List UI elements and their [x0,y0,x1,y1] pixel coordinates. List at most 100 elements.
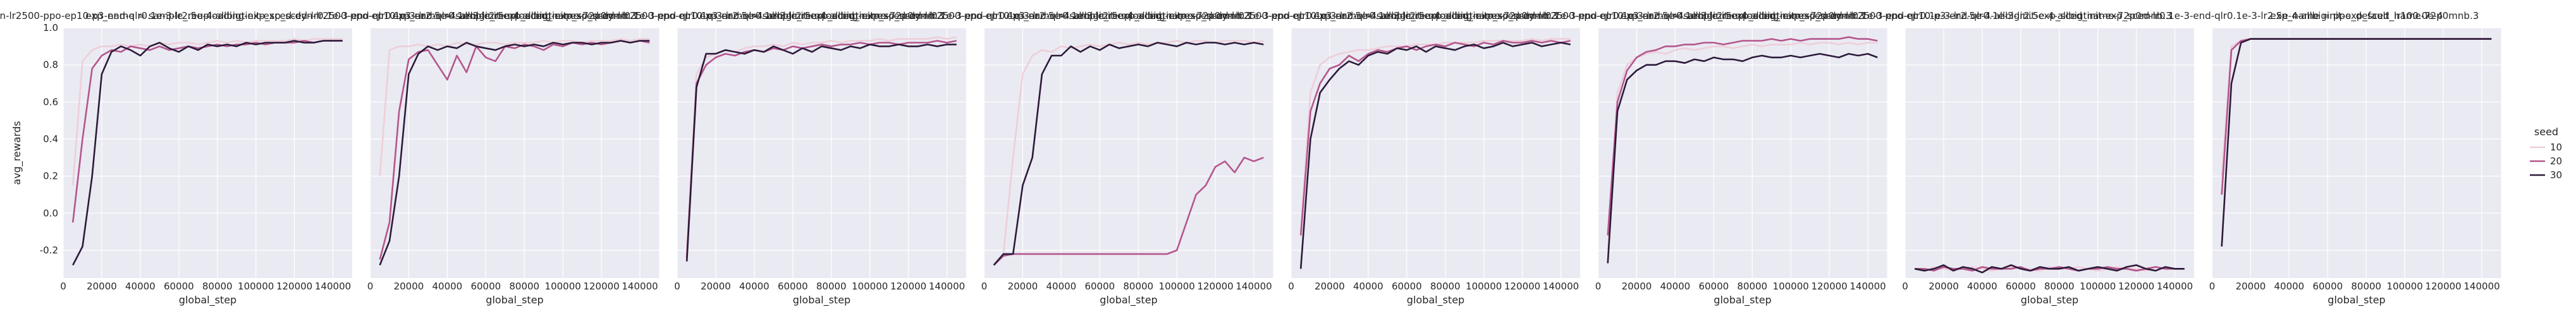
x-axis-label: global_step [793,294,850,307]
x-tick-label: 140000 [1849,281,1886,292]
x-tick-label: 120000 [1504,281,1540,292]
series-line-seed-30 [685,44,957,262]
x-tick-label: 60000 [470,281,501,292]
x-tick-label: 0 [2209,281,2216,292]
legend-label: 30 [2550,169,2562,181]
facet-panel: 0 20000 40000 60000 80000 100000 120000 140000g… [1313,10,2172,307]
series-line-seed-20 [379,40,650,260]
x-tick-label: 120000 [2118,281,2154,292]
facet-title: exp_name = sample_reuploading-exp_sced-d… [393,10,1251,22]
series-line-seed-10 [1607,42,1878,251]
x-tick-label: 0 [674,281,680,292]
series-line-seed-30 [379,40,650,265]
x-tick-label: 0 [981,281,988,292]
facet-panel: 0 20000 40000 60000 80000 100000 120000 140000g… [1007,10,1865,307]
x-tick-label: 0 [1595,281,1602,292]
series-line-seed-10 [993,40,1264,266]
series-line-seed-10 [379,38,650,176]
x-tick-label: 60000 [164,281,194,292]
x-tick-label: 120000 [1811,281,1847,292]
x-tick-label: 80000 [202,281,233,292]
x-tick-label: 120000 [583,281,619,292]
plot-area [1598,28,1887,278]
y-tick-label: 0.2 [43,171,58,182]
x-tick-label: 80000 [1123,281,1153,292]
series-line-seed-20 [1299,40,1571,236]
x-tick-label: 100000 [545,281,581,292]
x-tick-label: 20000 [1929,281,1959,292]
x-tick-label: 140000 [622,281,658,292]
x-tick-label: 140000 [2157,281,2193,292]
series-line-seed-30 [72,40,343,266]
x-tick-label: 20000 [1622,281,1652,292]
x-tick-label: 100000 [2080,281,2116,292]
x-axis-label: global_step [1714,294,1771,307]
x-axis-label: global_step [2021,294,2078,307]
x-tick-label: 0 [1902,281,1908,292]
x-tick-label: 40000 [1967,281,1997,292]
x-tick-label: 80000 [1737,281,1767,292]
x-tick-label: 0 [1288,281,1294,292]
facet-panel: 0 20000 40000 60000 80000 100000 120000 140000g… [1621,10,2479,307]
x-axis-label: global_step [2328,294,2385,307]
plot-area [1291,28,1580,278]
x-tick-label: 80000 [816,281,847,292]
x-tick-label: 80000 [2044,281,2075,292]
y-tick-label: -0.2 [40,245,58,256]
x-tick-label: 140000 [1236,281,1272,292]
x-tick-label: 80000 [2351,281,2381,292]
y-tick-label: 0.8 [43,59,58,71]
x-tick-label: 100000 [852,281,888,292]
facet-title: exp_name = ppo_default_lr100.0e-4 [2271,10,2443,22]
series-line-seed-20 [685,40,957,258]
x-tick-label: 120000 [890,281,926,292]
y-tick-label: 0.0 [43,207,58,219]
x-tick-label: 60000 [778,281,808,292]
x-tick-label: 40000 [2274,281,2305,292]
x-tick-label: 40000 [1046,281,1077,292]
series-line-seed-30 [1607,52,1878,264]
x-tick-label: 20000 [1315,281,1345,292]
y-tick-label: 0.4 [43,133,58,145]
facet-panel: 0 20000 40000 60000 80000 100000 120000 140000g… [2209,10,2501,307]
x-tick-label: 120000 [2425,281,2461,292]
x-tick-label: 140000 [1543,281,1579,292]
facet-panel: 0 20000 40000 60000 80000 100000 120000 140000g… [393,10,1251,307]
x-tick-label: 100000 [1773,281,1809,292]
y-axis-label: avg_rewards [11,121,23,185]
facet-title: exp_name = sample_reuploading-exp_sced-d… [85,10,944,22]
facet-title: exp_name = sample_reuploading-exp_sced-d… [1313,10,2172,22]
facet-panel: 0 20000 40000 60000 80000 100000 120000 140000-… [0,10,637,307]
x-tick-label: 20000 [87,281,117,292]
x-tick-label: 20000 [701,281,731,292]
x-tick-label: 140000 [315,281,351,292]
plot-area [63,28,352,278]
x-tick-label: 140000 [929,281,965,292]
x-tick-label: 100000 [2387,281,2423,292]
x-tick-label: 140000 [2463,281,2499,292]
x-axis-label: global_step [486,294,543,307]
y-tick-label: 0.6 [43,96,58,107]
x-tick-label: 60000 [1698,281,1729,292]
series-line-seed-30 [2221,38,2492,247]
x-axis-label: global_step [1100,294,1157,307]
series-line-seed-30 [993,42,1264,266]
plot-area [2212,28,2501,278]
x-tick-label: 0 [367,281,374,292]
x-tick-label: 60000 [1392,281,1422,292]
x-tick-label: 120000 [1197,281,1233,292]
x-tick-label: 20000 [1008,281,1038,292]
legend: seed 10 20 30 [2530,126,2562,181]
series-line-seed-20 [993,157,1264,266]
x-tick-label: 100000 [238,281,274,292]
facet-title: exp_name = sample_reuploading-exp_sced-d… [1621,10,2479,22]
x-tick-label: 40000 [1353,281,1383,292]
x-tick-label: 40000 [125,281,156,292]
legend-label: 20 [2550,155,2562,167]
facet-title: exp_name = sample_reuploading-exp_sced-d… [1007,10,1865,22]
x-tick-label: 60000 [2006,281,2036,292]
x-tick-label: 100000 [1159,281,1195,292]
x-tick-label: 80000 [509,281,539,292]
legend-title: seed [2534,126,2558,138]
legend-label: 10 [2550,142,2562,153]
